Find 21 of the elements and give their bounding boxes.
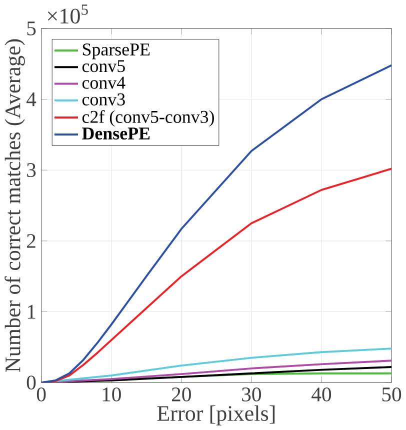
legend-label: c2f (conv5-conv3) — [82, 110, 214, 127]
y-tick-label: 1 — [28, 304, 35, 319]
x-tick-label: 50 — [382, 387, 401, 402]
legend-label: conv3 — [82, 93, 125, 106]
x-axis-title: Error [pixels] — [157, 405, 274, 426]
legend-label: conv5 — [82, 60, 125, 72]
legend-label: conv4 — [82, 76, 126, 89]
y-tick-label: 5 — [27, 22, 36, 36]
legend-label: DensePE — [82, 128, 150, 140]
x-tick-label: 10 — [102, 387, 121, 402]
text: ×10$^{5}$ — [48, 4, 88, 24]
y-tick-label: 2 — [26, 234, 36, 248]
y-tick-label: 0 — [26, 376, 36, 390]
y-tick-label: 4 — [26, 92, 36, 106]
x-tick-label: 40 — [311, 387, 331, 402]
x-tick-label: 30 — [242, 387, 261, 402]
legend-label: SparsePE — [82, 43, 150, 60]
x-tick-label: 0 — [36, 387, 46, 402]
x-tick-label: 20 — [172, 387, 191, 402]
y-tick-label: 3 — [26, 163, 36, 178]
y-axis-title: Number of correct matches (Average) — [4, 39, 25, 372]
